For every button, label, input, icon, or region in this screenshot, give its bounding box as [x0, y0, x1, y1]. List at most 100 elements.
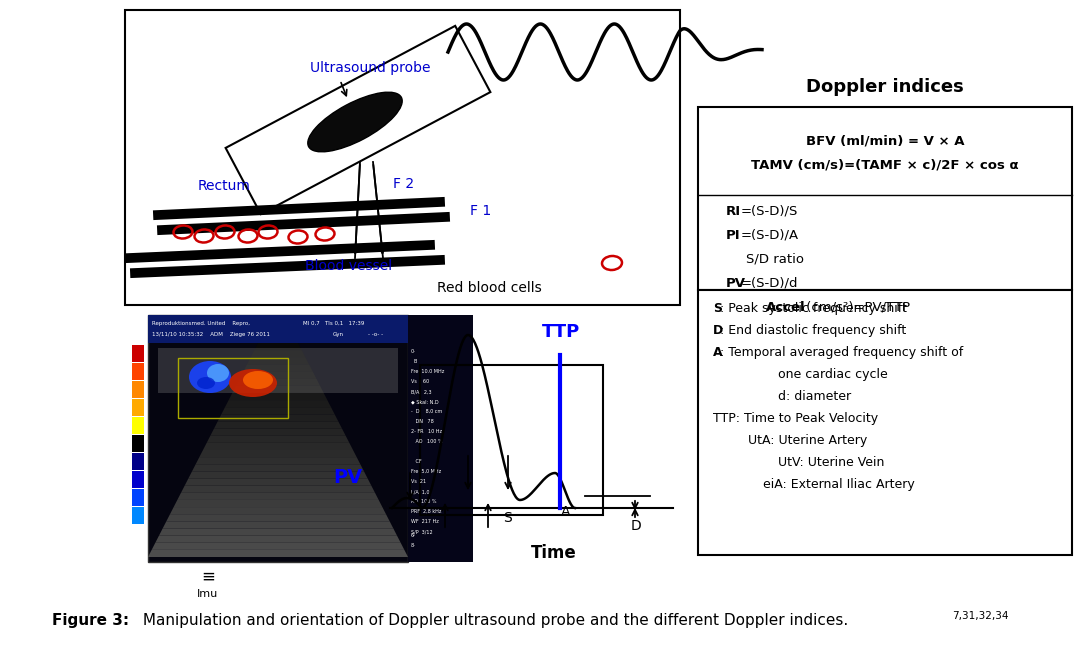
- Text: 8-: 8-: [411, 543, 415, 548]
- Bar: [132, 435, 144, 452]
- Bar: [132, 471, 144, 488]
- Text: D: D: [631, 519, 642, 533]
- Ellipse shape: [308, 92, 402, 152]
- Text: 2- FR   10 Hz: 2- FR 10 Hz: [411, 429, 442, 434]
- Polygon shape: [244, 364, 313, 371]
- Polygon shape: [192, 464, 364, 472]
- Polygon shape: [155, 535, 400, 543]
- Polygon shape: [174, 500, 382, 507]
- Ellipse shape: [229, 369, 277, 397]
- Text: UtV: Uterine Vein: UtV: Uterine Vein: [778, 456, 885, 469]
- Text: PV: PV: [333, 468, 363, 487]
- Polygon shape: [189, 472, 368, 478]
- Polygon shape: [210, 428, 345, 436]
- Text: : Temporal averaged frequency shift of: : Temporal averaged frequency shift of: [720, 346, 964, 359]
- Text: S/P  3/12: S/P 3/12: [411, 529, 433, 534]
- Bar: [132, 417, 144, 434]
- Polygon shape: [229, 393, 327, 400]
- Text: Vs    60: Vs 60: [411, 379, 429, 384]
- Bar: [698, 107, 1073, 290]
- Text: Figure 3:: Figure 3:: [52, 613, 129, 628]
- Text: Gyn: Gyn: [333, 332, 344, 337]
- Text: Doppler indices: Doppler indices: [806, 78, 964, 96]
- Text: =(S-D)/A: =(S-D)/A: [740, 229, 798, 242]
- Text: PRF  2,8 kHz: PRF 2,8 kHz: [411, 509, 441, 514]
- Text: Fre  10.0 MHz: Fre 10.0 MHz: [411, 369, 445, 374]
- Polygon shape: [200, 450, 357, 457]
- Polygon shape: [236, 379, 320, 386]
- Text: TTP: TTP: [542, 323, 581, 341]
- Text: D: D: [713, 324, 723, 337]
- Polygon shape: [181, 485, 375, 493]
- Text: Rectum: Rectum: [199, 179, 251, 193]
- Polygon shape: [207, 436, 350, 443]
- Bar: [132, 489, 144, 506]
- Bar: [178, 358, 288, 418]
- Text: CF: CF: [411, 459, 422, 464]
- Bar: [148, 315, 408, 562]
- Text: : Peak systolic frequency shift: : Peak systolic frequency shift: [720, 302, 906, 315]
- Text: Red blood cells: Red blood cells: [437, 281, 542, 295]
- Text: 6-: 6-: [411, 533, 415, 538]
- Text: Fre  5,0 MHz: Fre 5,0 MHz: [411, 469, 441, 474]
- Text: =(S-D)/S: =(S-D)/S: [740, 205, 797, 218]
- Text: Reproduktionsmed. United    Repro,: Reproduktionsmed. United Repro,: [152, 321, 250, 326]
- Text: eiA: External Iliac Artery: eiA: External Iliac Artery: [763, 478, 915, 491]
- Text: A: A: [561, 505, 571, 519]
- Text: PI: PI: [726, 229, 740, 242]
- Text: Manipulation and orientation of Doppler ultrasound probe and the different Doppl: Manipulation and orientation of Doppler …: [138, 613, 848, 628]
- Polygon shape: [159, 529, 397, 535]
- Text: S/D ratio: S/D ratio: [746, 253, 804, 266]
- Ellipse shape: [243, 371, 273, 389]
- Polygon shape: [148, 550, 408, 557]
- Bar: [132, 363, 144, 380]
- Polygon shape: [226, 26, 490, 214]
- Text: AO  100 %: AO 100 %: [411, 499, 437, 504]
- Ellipse shape: [189, 361, 231, 393]
- Polygon shape: [166, 514, 390, 522]
- Polygon shape: [218, 415, 339, 421]
- Text: F 1: F 1: [470, 204, 491, 218]
- Polygon shape: [163, 522, 394, 529]
- Bar: [148, 315, 408, 343]
- Bar: [132, 507, 144, 524]
- Bar: [698, 290, 1073, 555]
- Polygon shape: [240, 371, 316, 379]
- Polygon shape: [170, 507, 386, 514]
- Polygon shape: [214, 421, 342, 428]
- Text: 7,31,32,34: 7,31,32,34: [952, 611, 1009, 621]
- Text: Accel: Accel: [766, 301, 806, 314]
- Polygon shape: [203, 443, 353, 450]
- Bar: [408, 315, 473, 562]
- Polygon shape: [250, 350, 305, 358]
- Text: BFV (ml/min) = V × A: BFV (ml/min) = V × A: [806, 135, 965, 148]
- Text: one cardiac cycle: one cardiac cycle: [778, 368, 888, 381]
- Text: cm/s: cm/s: [123, 489, 129, 506]
- Ellipse shape: [207, 364, 229, 382]
- Bar: [132, 381, 144, 398]
- Polygon shape: [185, 478, 371, 485]
- Text: d: diameter: d: diameter: [778, 390, 851, 403]
- Text: L/A  1,0: L/A 1,0: [411, 489, 429, 494]
- Polygon shape: [177, 493, 379, 500]
- Text: RI: RI: [726, 205, 741, 218]
- Bar: [132, 399, 144, 416]
- Bar: [158, 348, 398, 393]
- Polygon shape: [232, 386, 324, 393]
- Polygon shape: [226, 400, 331, 407]
- Polygon shape: [255, 343, 302, 350]
- Polygon shape: [195, 457, 360, 464]
- Text: S: S: [503, 511, 511, 525]
- Text: - -o- -: - -o- -: [368, 332, 383, 337]
- Text: Ultrasound probe: Ultrasound probe: [310, 61, 431, 75]
- Text: A: A: [713, 346, 723, 359]
- Ellipse shape: [197, 377, 215, 389]
- Text: Time: Time: [531, 544, 577, 562]
- Bar: [132, 453, 144, 470]
- Polygon shape: [152, 543, 405, 550]
- Text: PV: PV: [726, 277, 746, 290]
- Text: (cm/s²)=PV/TTP: (cm/s²)=PV/TTP: [802, 301, 910, 314]
- Text: UtA: Uterine Artery: UtA: Uterine Artery: [748, 434, 868, 447]
- Text: DN   78: DN 78: [411, 419, 434, 424]
- Text: 13/11/10 10:35:32    ADM    Ziege 76 2011: 13/11/10 10:35:32 ADM Ziege 76 2011: [152, 332, 270, 337]
